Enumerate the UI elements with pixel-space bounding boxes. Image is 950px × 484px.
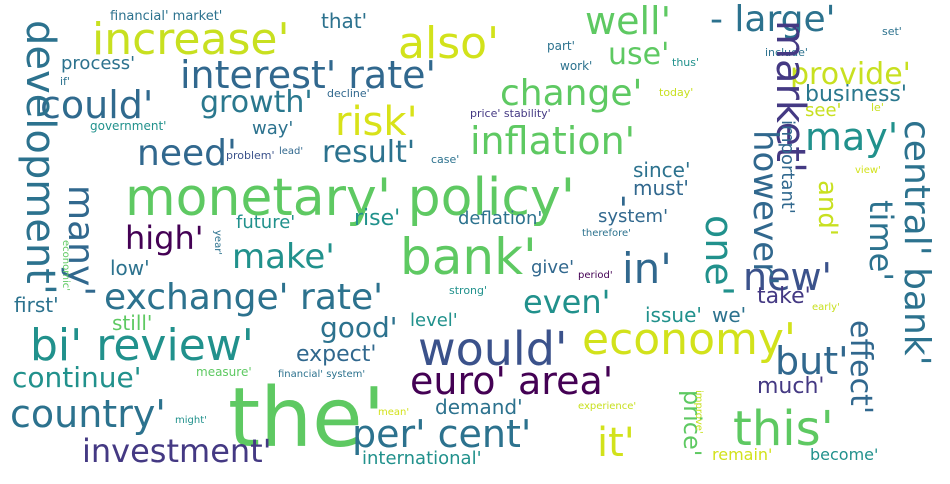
word-cloud-word: international' — [362, 448, 482, 469]
word-cloud-word: financial' system' — [278, 369, 366, 380]
word-cloud-word: risk' — [335, 99, 418, 145]
word-cloud-word: if' — [60, 75, 70, 88]
word-cloud-word: mean' — [378, 407, 410, 418]
word-cloud-word: - — [47, 100, 87, 113]
word-cloud-word: important' — [777, 120, 798, 214]
word-cloud-word: must' — [633, 176, 689, 200]
word-cloud-word: make' — [232, 237, 335, 277]
word-cloud-word: first' — [14, 293, 59, 317]
word-cloud-word: country' — [10, 392, 166, 436]
word-cloud-word: we' — [712, 303, 747, 327]
word-cloud-word: economic' — [60, 240, 71, 291]
word-cloud-word: could' — [40, 83, 154, 127]
word-cloud-word: level' — [410, 310, 458, 331]
word-cloud-word: economy' — [582, 314, 796, 365]
word-cloud-word: financial' market' — [110, 9, 223, 24]
word-cloud-word: expect' — [296, 342, 377, 367]
word-cloud-word: issue' — [645, 303, 702, 327]
word-cloud-word: this' — [733, 401, 834, 457]
word-cloud-word: investment' — [82, 432, 272, 470]
word-cloud-word: in' — [622, 244, 672, 293]
word-cloud-word: per' cent' — [352, 412, 532, 456]
word-cloud-word: improve' — [693, 390, 704, 434]
word-cloud-word: high' — [125, 219, 204, 257]
word-cloud-word: increase' — [92, 14, 290, 65]
word-cloud-word: rise' — [354, 206, 401, 231]
word-cloud-word: and' — [812, 180, 842, 237]
word-cloud-word: problem' — [226, 149, 275, 162]
word-cloud-word: case' — [431, 153, 460, 166]
word-cloud-word: interest' rate' — [180, 53, 436, 97]
word-cloud-word: good' — [320, 311, 398, 344]
word-cloud-word: new' — [743, 255, 832, 299]
word-cloud-word: become' — [810, 445, 879, 464]
word-cloud-word: view' — [855, 165, 881, 176]
word-cloud-word: business' — [805, 82, 907, 107]
word-cloud-word: system' — [598, 206, 669, 227]
word-cloud-word: period' — [578, 270, 613, 281]
word-cloud-word: set' — [882, 25, 902, 38]
word-cloud-word: strong' — [449, 284, 488, 297]
word-cloud-word: central' bank' — [896, 120, 937, 366]
word-cloud-word: see' — [805, 100, 842, 121]
word-cloud-word: change' — [500, 73, 643, 114]
word-cloud-word: bi' review' — [30, 320, 254, 371]
word-cloud-word: inflation' — [470, 119, 636, 163]
word-cloud-word: measure' — [196, 365, 252, 379]
word-cloud-word: early' — [812, 302, 840, 313]
word-cloud-word: year' — [212, 230, 223, 256]
word-cloud-word: future' — [236, 212, 296, 233]
word-cloud-word: thus' — [672, 56, 700, 69]
word-cloud-word: time' — [862, 200, 900, 282]
word-cloud-word: result' — [322, 135, 416, 170]
word-cloud-word: decline' — [327, 87, 370, 100]
word-cloud-word: use' — [608, 37, 670, 72]
word-cloud-word: would' — [418, 322, 568, 376]
word-cloud-word: since' — [633, 158, 691, 182]
word-cloud-word: part' — [547, 39, 575, 53]
word-cloud-word: demand' — [435, 395, 523, 419]
word-cloud-word: still' — [112, 311, 153, 335]
word-cloud-word: way' — [252, 118, 294, 139]
word-cloud-word: give' — [531, 257, 575, 278]
word-cloud-word: work' — [560, 59, 593, 73]
word-cloud-word: growth' — [200, 85, 313, 120]
word-cloud-word: experience' — [578, 401, 637, 412]
word-cloud-word: but' — [775, 339, 849, 383]
word-cloud-word: - — [605, 195, 645, 208]
word-cloud-word: lead' — [279, 146, 304, 157]
word-cloud-word: - large' — [710, 0, 836, 40]
word-cloud-word: well' — [585, 0, 672, 43]
word-cloud-word: deflation' — [458, 208, 543, 229]
word-cloud-word: process' — [61, 53, 136, 74]
word-cloud-word: even' — [523, 283, 611, 321]
word-cloud-word: today' — [659, 86, 694, 99]
word-cloud-word: the' — [228, 371, 386, 466]
word-cloud-word: price' stability' — [470, 107, 551, 120]
word-cloud-word: exchange' rate' — [104, 277, 384, 318]
word-cloud-word: therefore' — [582, 228, 631, 239]
word-cloud-word: le' — [871, 101, 884, 114]
word-cloud-word: development' — [17, 20, 63, 295]
word-cloud-word: euro' area' — [410, 359, 614, 403]
word-cloud-word: continue' — [12, 361, 142, 394]
word-cloud-word: provide' — [790, 57, 911, 92]
word-cloud-word: monetary' policy' — [125, 168, 576, 228]
word-cloud-word: bank' — [400, 228, 537, 286]
word-cloud-word: that' — [321, 9, 368, 33]
word-cloud-word: remain' — [712, 445, 773, 464]
word-cloud-word: much' — [757, 374, 825, 399]
word-cloud-word: effect' — [843, 320, 878, 415]
word-cloud-word: it' — [597, 420, 635, 466]
word-cloud-word: low' — [110, 256, 150, 280]
word-cloud-word: take' — [757, 284, 811, 309]
word-cloud-word: need' — [137, 133, 237, 174]
word-cloud-word: include' — [765, 46, 808, 59]
word-cloud-word: might' — [175, 415, 207, 426]
word-cloud-word: also' — [398, 18, 500, 69]
word-cloud-word: government' — [90, 119, 167, 133]
word-cloud-word: may' — [805, 115, 899, 159]
word-cloud-word: one' — [697, 215, 741, 297]
